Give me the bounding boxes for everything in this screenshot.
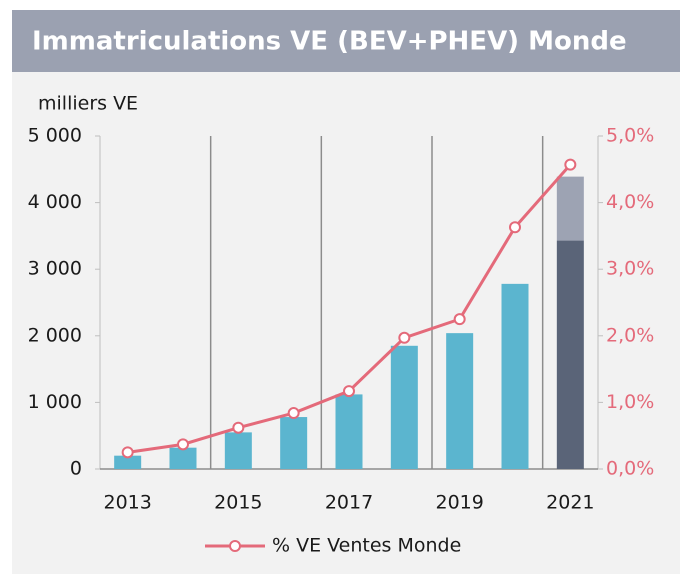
line-marker xyxy=(287,407,300,420)
title-bar xyxy=(12,10,680,72)
chart-title: Immatriculations VE (BEV+PHEV) Monde xyxy=(32,27,627,57)
line-marker xyxy=(343,385,355,398)
y-tick-label: 2 000 xyxy=(28,324,82,346)
y-tick-label: 3 000 xyxy=(28,258,82,280)
y2-tick-label: 2,0% xyxy=(606,324,654,346)
line-marker xyxy=(398,331,411,344)
y-tick-label: 1 000 xyxy=(28,391,82,413)
y-tick-label: 4 000 xyxy=(28,191,82,213)
x-tick-label: 2019 xyxy=(435,492,483,514)
y2-tick-label: 4,0% xyxy=(606,191,654,213)
bar xyxy=(335,394,363,469)
line-marker xyxy=(177,438,189,451)
line-marker xyxy=(453,313,466,326)
bar xyxy=(114,455,142,469)
bar xyxy=(390,345,418,469)
x-tick-label: 2017 xyxy=(325,492,373,514)
line-marker xyxy=(232,421,245,434)
y2-tick-label: 3,0% xyxy=(606,258,654,280)
bar xyxy=(446,333,474,469)
x-tick-label: 2021 xyxy=(546,492,594,514)
y2-tick-label: 1,0% xyxy=(606,391,654,413)
bar xyxy=(556,176,584,241)
y-axis-label: milliers VE xyxy=(38,93,138,115)
y-tick-label: 5 000 xyxy=(28,125,82,147)
line-marker xyxy=(121,446,134,459)
y2-tick-label: 5,0% xyxy=(606,125,654,147)
x-tick-label: 2013 xyxy=(103,492,151,514)
bar xyxy=(169,447,197,469)
bar xyxy=(224,432,252,469)
bar xyxy=(280,417,308,469)
bar xyxy=(556,240,584,469)
x-tick-label: 2015 xyxy=(214,492,262,514)
legend-marker xyxy=(229,540,241,552)
y2-tick-label: 0,0% xyxy=(606,458,654,480)
legend-label: % VE Ventes Monde xyxy=(272,535,461,557)
bar xyxy=(501,283,529,469)
line-marker xyxy=(509,221,521,234)
y-tick-label: 0 xyxy=(70,458,82,480)
line-marker xyxy=(564,158,577,171)
